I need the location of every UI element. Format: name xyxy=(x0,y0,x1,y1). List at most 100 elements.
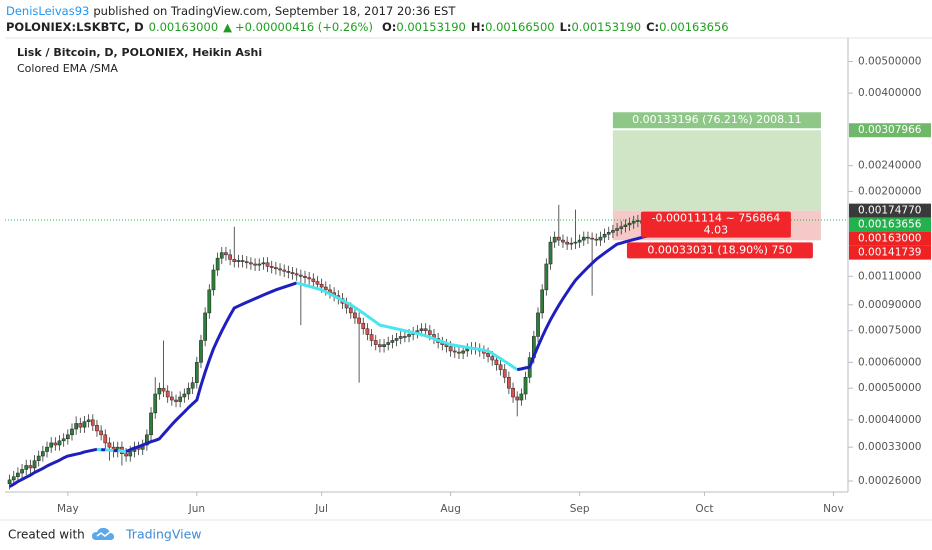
candle-body xyxy=(32,460,37,469)
ema-line xyxy=(105,448,114,453)
price-label: 0.00174770 xyxy=(858,205,921,217)
candle-body xyxy=(511,387,515,398)
candle-body xyxy=(7,479,12,484)
candle-body xyxy=(465,348,470,352)
candle-body xyxy=(232,259,237,262)
y-tick-label: 0.00075000 xyxy=(858,325,921,337)
candle-body xyxy=(215,257,220,271)
candle-body xyxy=(157,387,162,395)
target-label-box xyxy=(612,112,821,129)
candle-body xyxy=(353,312,357,319)
candle-body xyxy=(82,421,87,428)
candle-body xyxy=(611,230,615,233)
candle-body xyxy=(161,387,166,392)
candle-body xyxy=(556,236,561,241)
y-tick-label: 0.00110000 xyxy=(858,270,921,282)
candle-body xyxy=(61,438,66,442)
candle-body xyxy=(502,369,507,378)
candle-body xyxy=(49,442,54,448)
candle-body xyxy=(594,238,599,241)
candle-body xyxy=(298,274,303,277)
candle-body xyxy=(486,352,490,357)
candle-body xyxy=(286,271,291,273)
tradingview-logo[interactable]: TradingView xyxy=(92,527,202,542)
candle-body xyxy=(57,440,62,446)
candle-body xyxy=(569,242,574,245)
price-label-box xyxy=(849,203,931,218)
x-tick-label: Nov xyxy=(823,503,844,515)
ema-line xyxy=(125,281,298,453)
plot-area xyxy=(7,130,821,490)
x-tick-label: Oct xyxy=(695,503,713,515)
candle-body xyxy=(523,377,528,395)
footer-brand[interactable]: TradingView xyxy=(125,527,202,542)
candle-body xyxy=(265,262,270,267)
y-tick-label: 0.00033000 xyxy=(858,441,921,453)
ohlc-value: 0.00153190 xyxy=(396,20,466,34)
last-price: 0.00163000 xyxy=(149,20,219,34)
candle-body xyxy=(128,451,133,457)
ema-line xyxy=(117,449,127,454)
y-tick-label: 0.00040000 xyxy=(858,414,921,426)
header-line: DenisLeivas93 published on TradingView.co… xyxy=(6,4,456,18)
y-tick-label: 0.00200000 xyxy=(858,185,921,197)
candle-body xyxy=(95,425,99,432)
candle-body xyxy=(224,252,228,256)
candle-body xyxy=(149,412,153,436)
candle-body xyxy=(261,262,266,265)
candle-body xyxy=(498,364,503,370)
author-link[interactable]: DenisLeivas93 xyxy=(6,4,89,18)
candle-body xyxy=(631,221,636,224)
candle-body xyxy=(548,241,553,265)
candle-body xyxy=(282,269,287,272)
target-label: 0.00133196 (76.21%) 2008.11 xyxy=(632,113,802,126)
candle-body xyxy=(552,236,557,243)
candle-body xyxy=(427,330,432,335)
candle-body xyxy=(70,428,74,436)
candle-body xyxy=(390,340,395,343)
candle-body xyxy=(124,453,128,457)
y-tick-label: 0.00050000 xyxy=(858,382,921,394)
candle-body xyxy=(448,346,453,352)
candle-body xyxy=(319,284,324,288)
y-tick-label: 0.00026000 xyxy=(858,475,921,487)
price-label: 0.00141739 xyxy=(858,247,921,259)
ema-line xyxy=(296,281,519,371)
change: +0.00000416 (+0.26%) xyxy=(235,20,373,34)
x-tick-label: May xyxy=(57,503,79,515)
candle-body xyxy=(419,328,424,331)
quote-line: POLONIEX:LSKBTC, D 0.00163000 ▲ +0.00000416… xyxy=(6,20,729,34)
candle-body xyxy=(228,254,232,260)
ohlc-key: H: xyxy=(471,20,485,34)
candle-body xyxy=(203,312,207,341)
candle-body xyxy=(99,430,103,436)
logo-mark xyxy=(96,531,111,537)
candle-body xyxy=(577,239,582,243)
candle-body xyxy=(294,273,299,276)
candle-body xyxy=(307,277,312,280)
candle-body xyxy=(519,393,524,401)
candle-body xyxy=(365,328,370,335)
candle-body xyxy=(378,344,382,347)
candle-body xyxy=(103,434,108,444)
candle-body xyxy=(24,465,29,470)
candle-body xyxy=(423,328,428,331)
candle-body xyxy=(403,336,407,338)
candle-body xyxy=(573,241,578,244)
candle-body xyxy=(598,236,603,241)
published-text: published on TradingView.com, September … xyxy=(93,4,456,18)
y-tick-label: 0.00500000 xyxy=(858,55,921,67)
y-tick-label: 0.00090000 xyxy=(858,299,921,311)
stop-label: 0.00033031 (18.90%) 750 xyxy=(647,243,792,256)
candle-body xyxy=(386,342,391,345)
ema-line xyxy=(8,447,98,488)
candle-body xyxy=(544,263,549,291)
candle-body xyxy=(311,278,316,282)
ohlc-key: L: xyxy=(560,20,572,34)
ema-line xyxy=(516,233,651,372)
candle-body xyxy=(153,393,158,414)
candle-body xyxy=(74,423,79,430)
x-tick-label: Jun xyxy=(188,503,205,515)
